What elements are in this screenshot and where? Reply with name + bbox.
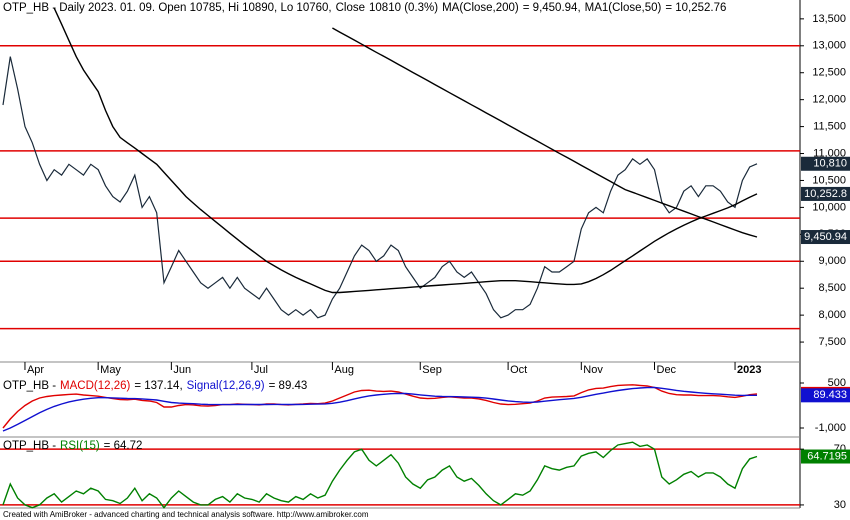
x-tick-label: Oct	[510, 364, 527, 376]
series-line	[53, 7, 758, 294]
y-tick-label: -1,000	[815, 422, 846, 434]
y-tick-label: 11,000	[813, 147, 846, 159]
y-tick-label: 9,000	[818, 255, 846, 267]
header-series-value: = 9,450.94,	[523, 2, 581, 14]
header-series-name: Close	[336, 2, 365, 14]
y-tick-label: 10,500	[812, 174, 846, 186]
y-tick-label: 12,000	[812, 94, 846, 106]
x-tick-label: Jun	[173, 364, 191, 376]
header-series-value: = 64.72	[104, 440, 143, 452]
x-tick-label: 2023	[737, 364, 761, 376]
header-series-name: MACD(12,26)	[60, 380, 130, 392]
y-tick-label: 8,500	[818, 282, 846, 294]
header-series-value: = 10,252.76	[665, 2, 726, 14]
header-title: OTP_HB -	[3, 440, 56, 452]
y-tick-label: 10,000	[812, 201, 846, 213]
value-tag	[801, 230, 850, 245]
series-line	[2, 384, 758, 429]
value-tag-label: 10,252.8	[804, 188, 847, 200]
header-series-value: = 89.43	[269, 380, 308, 392]
x-tick-label: Aug	[334, 364, 354, 376]
y-tick-label: 13,500	[812, 13, 846, 25]
value-tag-label: 10,810	[813, 158, 847, 170]
header-series-name: MA1(Close,50)	[585, 2, 662, 14]
series-line	[332, 27, 758, 238]
series-line	[2, 441, 758, 509]
x-tick-label: Dec	[657, 364, 677, 376]
pane-header: OTP_HB - MACD(12,26) = 137.14, Signal(12,26…	[3, 380, 307, 392]
x-tick-label: May	[100, 364, 121, 376]
value-tag	[801, 186, 850, 201]
y-tick-label: 12,500	[812, 67, 846, 79]
series-line	[2, 56, 758, 319]
series-line	[2, 386, 757, 432]
footer: Created with AmiBroker - advanced charti…	[3, 510, 369, 519]
pane-header: OTP_HB - Daily 2023. 01. 09. Open 10785,…	[3, 2, 726, 14]
header-series-name: MA(Close,200)	[442, 2, 519, 14]
value-tag	[801, 449, 850, 464]
value-tag	[801, 156, 850, 171]
value-tag-label: 89.433	[813, 389, 847, 401]
header-title: OTP_HB -	[3, 380, 56, 392]
y-tick-label: 8,000	[818, 309, 846, 321]
header-series-name: Signal(12,26,9)	[187, 380, 265, 392]
x-tick-label: Sep	[422, 364, 442, 376]
y-tick-label: 7,500	[818, 336, 846, 348]
y-tick-label: 30	[834, 499, 846, 511]
x-tick-label: Nov	[583, 364, 603, 376]
x-tick-label: Jul	[254, 364, 268, 376]
y-tick-label: 13,000	[812, 40, 846, 52]
pane-header: OTP_HB - RSI(15) = 64.72	[3, 440, 142, 452]
value-tag-label: 64.7195	[807, 450, 847, 462]
y-tick-label: 11,500	[813, 120, 846, 132]
header-series-value: 10810 (0.3%)	[369, 2, 438, 14]
y-tick-label: 500	[828, 377, 846, 389]
header-series-name: RSI(15)	[60, 440, 100, 452]
x-tick-label: Apr	[27, 364, 44, 376]
value-tag	[801, 388, 850, 403]
header-title: OTP_HB - Daily 2023. 01. 09. Open 10785,…	[3, 2, 332, 14]
value-tag-label: 9,450.94	[804, 231, 847, 243]
header-series-value: = 137.14,	[134, 380, 182, 392]
